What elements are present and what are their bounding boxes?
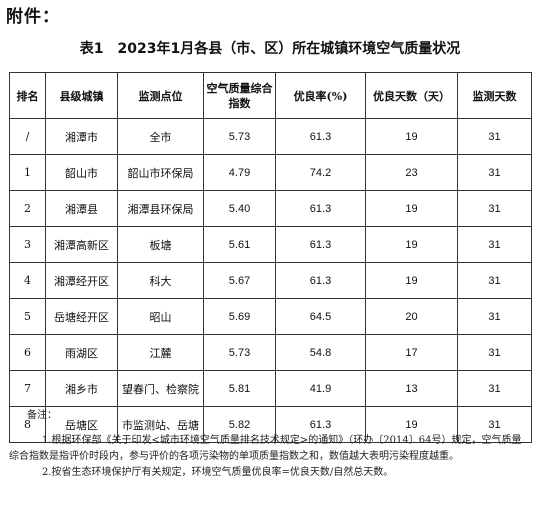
cell-good-rate: 61.3 xyxy=(275,406,366,443)
cell-monitoring-site: 板塘 xyxy=(117,226,204,263)
cell-rank: 1 xyxy=(9,154,46,191)
cell-monitor-days: 31 xyxy=(457,370,532,407)
cell-monitor-days: 31 xyxy=(457,298,532,335)
cell-good-rate: 61.3 xyxy=(275,190,366,227)
air-quality-table: 排名 县级城镇 监测点位 空气质量综合指数 优良率(%) 优良天数（天） 监测天… xyxy=(9,72,532,443)
table-row: 6 雨湖区 江麓 5.73 54.8 17 31 xyxy=(9,334,532,371)
cell-aqi-index: 5.73 xyxy=(203,118,276,155)
cell-aqi-index: 4.79 xyxy=(203,154,276,191)
table-title: 表1 2023年1月各县（市、区）所在城镇环境空气质量状况 xyxy=(79,41,461,57)
note-item: 1.根据环保部《关于印发<城市环境空气质量排名技术规定>的通知》（环办〔2014… xyxy=(9,435,522,462)
cell-county-town: 湘乡市 xyxy=(45,370,118,407)
cell-monitoring-site: 全市 xyxy=(117,118,204,155)
cell-good-days: 20 xyxy=(365,298,458,335)
cell-monitor-days: 31 xyxy=(457,154,532,191)
cell-monitor-days: 31 xyxy=(457,406,532,443)
cell-rank: 8 xyxy=(9,406,46,443)
cell-monitoring-site: 昭山 xyxy=(117,298,204,335)
cell-good-days: 19 xyxy=(365,118,458,155)
notes-label: 备注： xyxy=(27,410,57,421)
header-good-rate: 优良率(%) xyxy=(275,72,366,119)
cell-monitoring-site: 江麓 xyxy=(117,334,204,371)
cell-monitor-days: 31 xyxy=(457,262,532,299)
cell-good-rate: 41.9 xyxy=(275,370,366,407)
cell-good-rate: 64.5 xyxy=(275,298,366,335)
cell-aqi-index: 5.40 xyxy=(203,190,276,227)
cell-rank: 7 xyxy=(9,370,46,407)
header-rank: 排名 xyxy=(9,72,46,119)
table-row: 7 湘乡市 望春门、检察院 5.81 41.9 13 31 xyxy=(9,370,532,407)
header-good-days: 优良天数（天） xyxy=(365,72,458,119)
notes-section: 备注： 1.根据环保部《关于印发<城市环境空气质量排名技术规定>的通知》（环办〔… xyxy=(9,408,531,481)
cell-county-town: 韶山市 xyxy=(45,154,118,191)
header-monitor-days: 监测天数 xyxy=(457,72,532,119)
cell-monitoring-site: 湘潭县环保局 xyxy=(117,190,204,227)
header-county-town: 县级城镇 xyxy=(45,72,118,119)
cell-rank: 6 xyxy=(9,334,46,371)
cell-monitoring-site: 望春门、检察院 xyxy=(117,370,204,407)
cell-county-town: 湘潭高新区 xyxy=(45,226,118,263)
table-row: 3 湘潭高新区 板塘 5.61 61.3 19 31 xyxy=(9,226,532,263)
cell-good-days: 17 xyxy=(365,334,458,371)
table-row: 1 韶山市 韶山市环保局 4.79 74.2 23 31 xyxy=(9,154,532,191)
cell-aqi-index: 5.69 xyxy=(203,298,276,335)
table-row: 5 岳塘经开区 昭山 5.69 64.5 20 31 xyxy=(9,298,532,335)
cell-good-days: 19 xyxy=(365,406,458,443)
cell-good-rate: 61.3 xyxy=(275,262,366,299)
attachment-label: 附件： xyxy=(6,7,60,27)
cell-county-town: 湘潭县 xyxy=(45,190,118,227)
cell-rank: 3 xyxy=(9,226,46,263)
note-item: 2.按省生态环境保护厅有关规定，环境空气质量优良率=优良天数/自然总天数。 xyxy=(42,467,394,478)
cell-good-days: 19 xyxy=(365,226,458,263)
table-row: / 湘潭市 全市 5.73 61.3 19 31 xyxy=(9,118,532,155)
table-row: 2 湘潭县 湘潭县环保局 5.40 61.3 19 31 xyxy=(9,190,532,227)
cell-monitor-days: 31 xyxy=(457,334,532,371)
cell-good-days: 19 xyxy=(365,262,458,299)
cell-monitoring-site: 科大 xyxy=(117,262,204,299)
header-monitoring-site: 监测点位 xyxy=(117,72,204,119)
cell-rank: 2 xyxy=(9,190,46,227)
cell-good-rate: 61.3 xyxy=(275,118,366,155)
cell-rank: 5 xyxy=(9,298,46,335)
cell-monitor-days: 31 xyxy=(457,118,532,155)
cell-good-days: 23 xyxy=(365,154,458,191)
table-row: 4 湘潭经开区 科大 5.67 61.3 19 31 xyxy=(9,262,532,299)
cell-rank: 4 xyxy=(9,262,46,299)
cell-monitor-days: 31 xyxy=(457,190,532,227)
table-row: 8 岳塘区 市监测站、岳塘 5.82 61.3 19 31 xyxy=(9,406,532,443)
cell-good-rate: 74.2 xyxy=(275,154,366,191)
cell-monitor-days: 31 xyxy=(457,226,532,263)
cell-good-rate: 61.3 xyxy=(275,226,366,263)
header-aqi-index: 空气质量综合指数 xyxy=(203,72,276,119)
cell-aqi-index: 5.82 xyxy=(203,406,276,443)
cell-aqi-index: 5.73 xyxy=(203,334,276,371)
cell-good-rate: 54.8 xyxy=(275,334,366,371)
cell-aqi-index: 5.67 xyxy=(203,262,276,299)
cell-county-town: 湘潭经开区 xyxy=(45,262,118,299)
table-header-row: 排名 县级城镇 监测点位 空气质量综合指数 优良率(%) 优良天数（天） 监测天… xyxy=(9,72,532,119)
cell-county-town: 岳塘经开区 xyxy=(45,298,118,335)
cell-county-town: 雨湖区 xyxy=(45,334,118,371)
cell-good-days: 19 xyxy=(365,190,458,227)
cell-good-days: 13 xyxy=(365,370,458,407)
cell-county-town: 湘潭市 xyxy=(45,118,118,155)
cell-rank: / xyxy=(9,118,46,155)
cell-aqi-index: 5.61 xyxy=(203,226,276,263)
cell-monitoring-site: 韶山市环保局 xyxy=(117,154,204,191)
cell-aqi-index: 5.81 xyxy=(203,370,276,407)
